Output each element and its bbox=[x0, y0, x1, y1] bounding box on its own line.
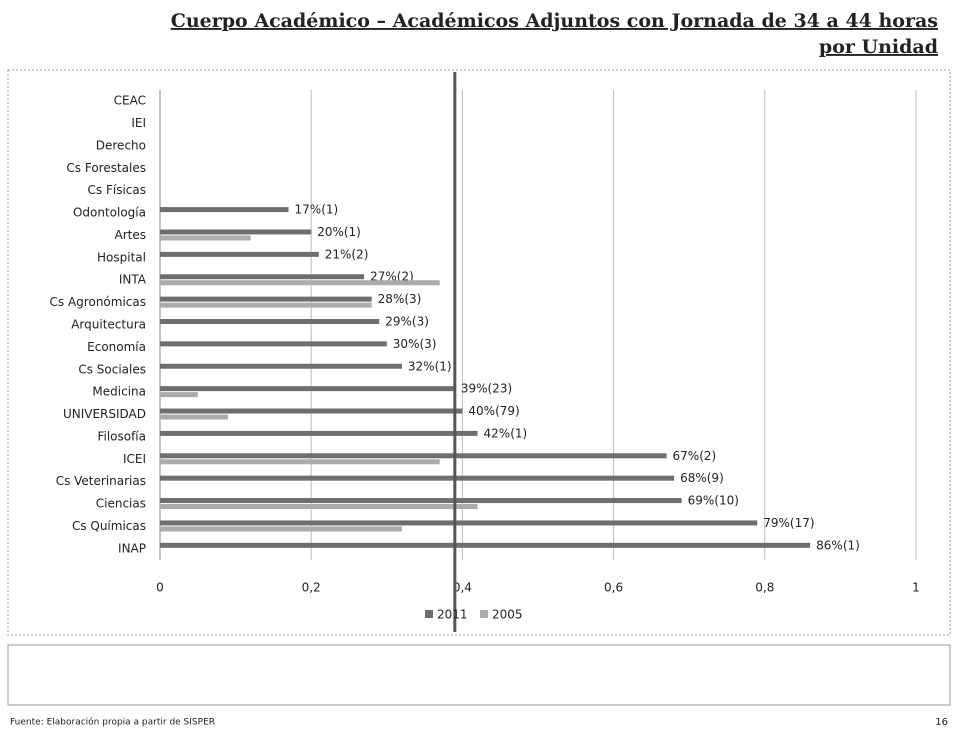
y-tick-label: Cs Físicas bbox=[88, 183, 146, 197]
y-tick-label: UNIVERSIDAD bbox=[63, 407, 146, 421]
data-label: 40%(79) bbox=[468, 404, 519, 418]
legend-label: 2011 bbox=[437, 608, 468, 622]
x-tick-label: 0,8 bbox=[755, 581, 774, 595]
bar bbox=[160, 542, 811, 548]
y-tick-label: Medicina bbox=[92, 385, 146, 399]
bar bbox=[160, 430, 478, 436]
y-tick-label: Artes bbox=[115, 228, 146, 242]
data-label: 69%(10) bbox=[688, 494, 739, 508]
bar bbox=[160, 235, 251, 241]
data-label: 20%(1) bbox=[317, 225, 361, 239]
y-tick-label: Filosofía bbox=[97, 429, 146, 443]
data-label: 68%(9) bbox=[680, 471, 724, 485]
bar bbox=[160, 319, 380, 324]
bar bbox=[160, 274, 365, 280]
chart-subtitle: por Unidad bbox=[819, 36, 938, 58]
y-tick-label: Derecho bbox=[96, 138, 146, 152]
x-tick-label: 0,4 bbox=[453, 581, 472, 595]
bar bbox=[160, 280, 440, 286]
bar bbox=[160, 363, 402, 369]
data-label: 32%(1) bbox=[408, 359, 452, 373]
y-tick-label: INAP bbox=[118, 541, 146, 555]
bar bbox=[160, 459, 440, 465]
y-tick-label: Arquitectura bbox=[71, 318, 146, 332]
y-tick-label: IEI bbox=[131, 116, 146, 130]
y-tick-label: CEAC bbox=[114, 94, 146, 108]
page-number: 16 bbox=[935, 717, 948, 728]
bar bbox=[160, 302, 372, 308]
data-label: 17%(1) bbox=[295, 203, 339, 217]
x-tick-label: 0,2 bbox=[302, 581, 321, 595]
y-tick-label: Cs Forestales bbox=[66, 161, 146, 175]
bar bbox=[160, 341, 387, 347]
data-label: 30%(3) bbox=[393, 337, 437, 351]
bar bbox=[160, 229, 312, 235]
empty-box bbox=[7, 644, 951, 706]
legend-swatch bbox=[480, 610, 488, 618]
y-tick-label: INTA bbox=[119, 273, 147, 287]
data-label: 42%(1) bbox=[484, 426, 528, 440]
y-tick-label: Ciencias bbox=[96, 497, 146, 511]
bar bbox=[160, 475, 675, 481]
bar bbox=[160, 498, 682, 504]
bar bbox=[160, 251, 319, 257]
legend-swatch bbox=[425, 610, 433, 618]
x-tick-label: 1 bbox=[912, 581, 920, 595]
data-label: 86%(1) bbox=[816, 538, 860, 552]
data-label: 39%(23) bbox=[461, 382, 512, 396]
data-label: 79%(17) bbox=[763, 516, 814, 530]
y-tick-label: Hospital bbox=[97, 250, 146, 264]
y-tick-label: Economía bbox=[87, 340, 146, 354]
y-tick-label: Cs Agronómicas bbox=[50, 295, 146, 309]
chart-frame bbox=[7, 69, 951, 636]
data-label: 67%(2) bbox=[673, 449, 717, 463]
data-label: 29%(3) bbox=[385, 315, 429, 329]
bar bbox=[160, 207, 289, 213]
y-tick-label: ICEI bbox=[123, 452, 146, 466]
data-label: 21%(2) bbox=[325, 247, 369, 261]
y-tick-label: Odontología bbox=[73, 206, 146, 220]
x-tick-label: 0,6 bbox=[604, 581, 623, 595]
y-tick-label: Cs Veterinarias bbox=[56, 474, 146, 488]
bar bbox=[160, 386, 455, 392]
bar bbox=[160, 520, 758, 526]
bar bbox=[160, 414, 229, 420]
data-label: 28%(3) bbox=[378, 292, 422, 306]
chart-title: Cuerpo Académico – Académicos Adjuntos c… bbox=[171, 10, 938, 32]
y-tick-label: Cs Sociales bbox=[78, 362, 146, 376]
bar bbox=[160, 526, 402, 532]
x-tick-label: 0 bbox=[156, 581, 164, 595]
source: Fuente: Elaboración propia a partir de S… bbox=[10, 717, 215, 728]
bar bbox=[160, 504, 478, 510]
bar bbox=[160, 408, 463, 414]
bar bbox=[160, 296, 372, 302]
bar bbox=[160, 453, 667, 459]
legend-label: 2005 bbox=[492, 608, 523, 622]
bar bbox=[160, 392, 198, 398]
y-tick-label: Cs Químicas bbox=[72, 519, 146, 533]
